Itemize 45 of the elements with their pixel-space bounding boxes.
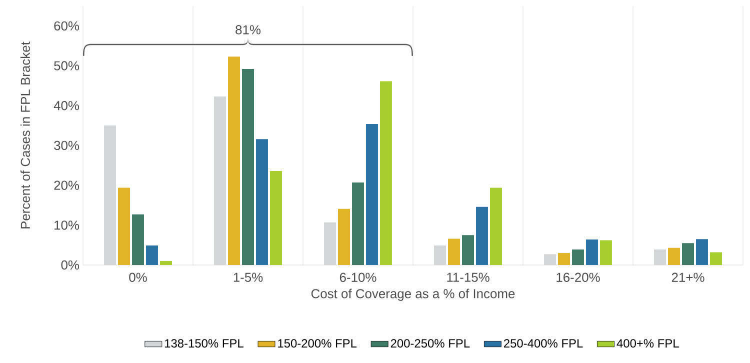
x-tick-label: 11-15% xyxy=(447,272,490,282)
y-tick-label: 60% xyxy=(54,21,80,31)
legend-label: 250-400% FPL xyxy=(504,339,583,348)
x-tick-label: 16-20% xyxy=(556,272,600,282)
y-tick-label: 20% xyxy=(54,180,80,190)
bar xyxy=(476,206,488,265)
bar xyxy=(586,240,598,265)
bar xyxy=(256,139,268,265)
bar xyxy=(118,188,130,265)
bar xyxy=(462,235,474,265)
legend-label: 138-150% FPL xyxy=(165,339,244,348)
x-tick-label: 6-10% xyxy=(340,272,376,282)
bar xyxy=(242,68,254,265)
bar xyxy=(710,252,722,265)
legend-label: 400+% FPL xyxy=(616,339,679,348)
x-tick-label: 0% xyxy=(129,272,147,282)
x-tick-label: 1-5% xyxy=(234,272,263,282)
bar xyxy=(572,249,584,265)
legend-label: 200-250% FPL xyxy=(390,339,470,348)
bar xyxy=(270,170,282,265)
bar xyxy=(490,188,502,265)
annotation: 81% xyxy=(236,25,261,34)
bar xyxy=(380,81,392,265)
x-axis-title: Cost of Coverage as a % of Income xyxy=(311,288,515,301)
bar xyxy=(146,245,158,265)
y-axis-title: Percent of Cases in FPL Bracket xyxy=(20,42,30,228)
bar xyxy=(366,124,378,265)
bar xyxy=(160,261,172,265)
bar xyxy=(338,208,350,265)
y-tick-label: 50% xyxy=(54,61,80,70)
bar xyxy=(600,240,612,265)
bar xyxy=(668,248,680,265)
x-tick-label: 21+% xyxy=(672,272,704,282)
bar xyxy=(228,56,240,265)
bar xyxy=(352,182,364,265)
y-tick-label: 30% xyxy=(54,140,80,150)
y-tick-label: 0% xyxy=(61,260,80,270)
y-tick-label: 10% xyxy=(54,220,80,230)
bar xyxy=(132,214,144,265)
bar xyxy=(558,253,570,265)
bar xyxy=(696,239,708,265)
bar xyxy=(682,243,694,265)
legend-label: 150-200% FPL xyxy=(278,339,357,348)
bar xyxy=(448,238,460,265)
y-tick-label: 40% xyxy=(54,101,80,110)
